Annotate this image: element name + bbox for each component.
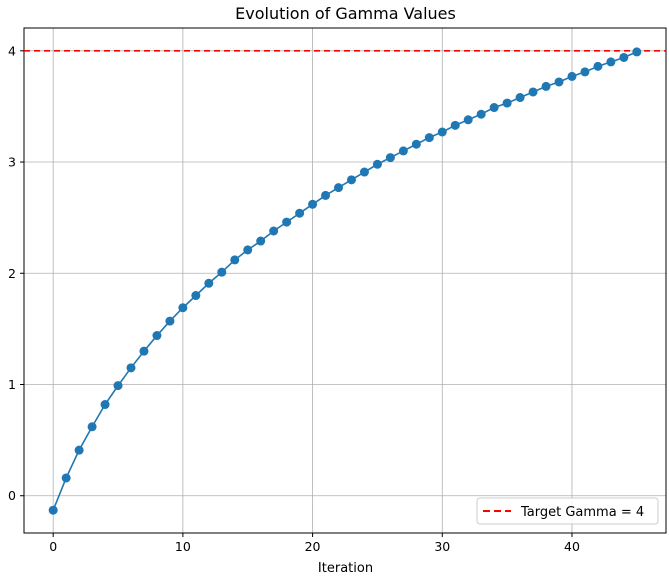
gamma-point [619, 52, 629, 62]
gamma-point [204, 278, 214, 288]
gamma-point [217, 267, 227, 277]
y-tick-label: 0 [8, 488, 16, 503]
x-tick-label: 30 [434, 539, 450, 554]
gamma-point [424, 133, 434, 143]
gamma-point [243, 245, 253, 255]
chart-title: Evolution of Gamma Values [235, 4, 456, 23]
gamma-point [606, 57, 616, 67]
gamma-point [191, 291, 201, 301]
legend-box [476, 497, 659, 525]
gamma-point [515, 93, 525, 103]
gamma-point [256, 236, 266, 246]
gamma-point [113, 381, 123, 391]
gamma-point [372, 159, 382, 169]
x-tick-label: 0 [49, 539, 57, 554]
gamma-point [541, 81, 551, 91]
gamma-point [450, 120, 460, 130]
gamma-point [230, 255, 240, 265]
legend: Target Gamma = 4 [476, 497, 659, 525]
gamma-point [437, 127, 447, 137]
gamma-point [321, 190, 331, 200]
gamma-point [567, 71, 577, 81]
x-tick-label: 20 [305, 539, 321, 554]
legend-label-target: Target Gamma = 4 [520, 505, 644, 520]
gamma-point [346, 175, 356, 185]
gamma-point [398, 146, 408, 156]
gamma-point [282, 217, 292, 227]
gamma-point [269, 226, 279, 236]
gamma-point [87, 422, 97, 432]
gamma-point [126, 363, 136, 373]
series-layer [48, 47, 642, 515]
x-tick-label: 10 [175, 539, 191, 554]
x-tick-label: 40 [564, 539, 580, 554]
gamma-series-line [52, 51, 638, 511]
gamma-point [74, 445, 84, 455]
gamma-point [48, 505, 58, 515]
gamma-point [593, 61, 603, 71]
y-tick-label: 3 [8, 155, 16, 170]
gamma-point [463, 115, 473, 125]
gamma-point [139, 346, 149, 356]
tick-labels: 0 10 20 30 40 0 1 2 3 4 [8, 43, 580, 554]
gamma-point [178, 303, 188, 313]
gamma-point [100, 400, 110, 410]
gamma-point [61, 473, 71, 483]
gamma-point [489, 103, 499, 113]
gamma-point [334, 183, 344, 193]
y-tick-label: 1 [8, 377, 16, 392]
gamma-point [476, 109, 486, 119]
y-tick-label: 4 [8, 43, 16, 58]
y-tick-label: 2 [8, 266, 16, 281]
axes [20, 27, 667, 537]
gamma-point [554, 77, 564, 87]
gamma-point [632, 47, 642, 57]
gamma-point [308, 199, 318, 209]
gamma-point [165, 316, 175, 326]
gamma-point [528, 87, 538, 97]
gamma-point [580, 67, 590, 77]
gamma-point [502, 98, 512, 108]
x-axis-label: Iteration [318, 561, 373, 576]
plot-frame [23, 27, 667, 534]
grid-lines [24, 28, 666, 533]
gamma-point [359, 167, 369, 177]
gamma-point [411, 139, 421, 149]
gamma-point [295, 208, 305, 218]
gamma-point [152, 331, 162, 341]
gamma-point [385, 153, 395, 163]
